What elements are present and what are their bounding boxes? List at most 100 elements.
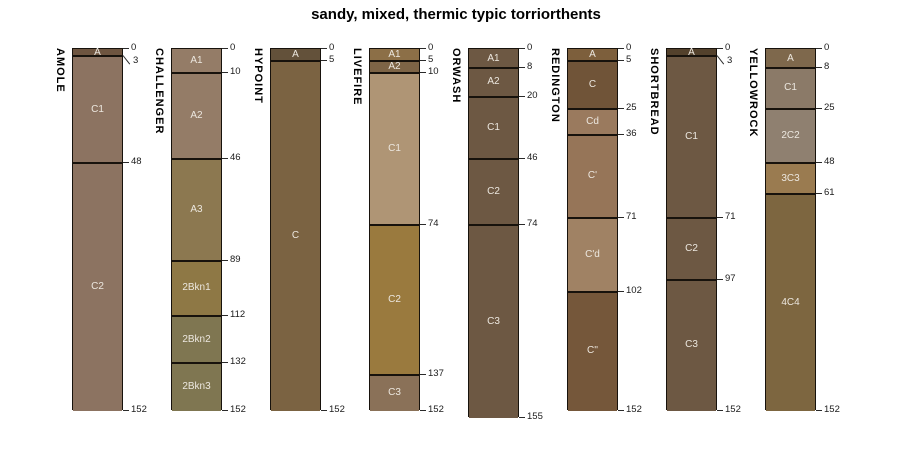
depth-tick-label: 152 [824, 404, 840, 415]
horizon-label: C2 [487, 185, 500, 197]
depth-tick-leader [321, 410, 327, 411]
depth-tick-leader [816, 48, 822, 49]
horizon-label: A1 [388, 48, 401, 60]
depth-tick-leader [816, 193, 822, 195]
depth-tick-label: 74 [527, 218, 538, 230]
horizon-label: A [688, 46, 695, 58]
depth-tick-label: 137 [428, 368, 444, 380]
depth-tick-leader [420, 48, 426, 49]
horizon-boundary [469, 224, 518, 227]
depth-tick-label: 5 [626, 53, 632, 65]
horizon-boundary [73, 55, 122, 58]
horizon-label: C [291, 229, 300, 241]
horizon-layer: A3 [172, 158, 221, 261]
depth-tick-leader [717, 410, 723, 411]
horizon-layer: A [271, 49, 320, 61]
horizon-label: C'' [586, 345, 599, 357]
profile-column-shortbread: A C1 C2 C3 [666, 46, 717, 411]
horizon-boundary [370, 224, 419, 227]
depth-tick-label: 102 [626, 284, 642, 296]
depth-tick-leader [222, 362, 228, 364]
depth-tick-label: 155 [527, 411, 543, 423]
depth-tick-label: 25 [824, 101, 835, 113]
depth-tick-label: 152 [626, 404, 642, 415]
horizon-boundary [271, 59, 320, 62]
depth-tick-label: 46 [230, 151, 241, 163]
horizon-layer: C [271, 60, 320, 411]
depth-tick-leader [222, 157, 228, 159]
horizon-label: A [292, 48, 299, 60]
horizon-layer: A1 [172, 49, 221, 73]
profile-column-yellowrock: A C1 2C2 3C3 4C4 [765, 48, 816, 411]
depth-tick-leader [420, 224, 426, 226]
horizon-boundary [172, 157, 221, 160]
horizon-boundary [172, 362, 221, 365]
depth-tick-leader [816, 67, 822, 69]
depth-tick-label: 5 [428, 53, 434, 65]
horizon-label: C1 [784, 82, 797, 94]
horizon-label: A2 [487, 76, 500, 88]
horizon-layer: C1 [667, 56, 716, 219]
depth-tick-leader [222, 259, 228, 261]
profile-name-yellowrock: YELLOWROCK [747, 48, 759, 138]
profile-column-challenger: A1 A2 A3 2Bkn1 2Bkn2 2Bkn3 [171, 48, 222, 411]
horizon-label: 2Bkn1 [182, 282, 211, 294]
depth-tick-leader [618, 107, 624, 109]
depth-tick-leader [123, 410, 129, 411]
horizon-boundary [469, 95, 518, 98]
horizon-layer: A1 [370, 49, 419, 61]
horizon-layer: A2 [370, 60, 419, 73]
horizon-boundary [370, 71, 419, 74]
depth-tick-label: 46 [527, 151, 538, 163]
depth-tick-label: 0 [527, 42, 533, 53]
depth-tick-label: 71 [725, 211, 736, 223]
horizon-label: C1 [685, 131, 698, 143]
depth-tick-label: 132 [230, 356, 246, 368]
horizon-layer: C3 [469, 225, 518, 419]
horizon-boundary [370, 59, 419, 62]
depth-tick-leader [618, 133, 624, 135]
depth-tick-label: 152 [230, 404, 246, 415]
profile-name-orwash: ORWASH [450, 48, 462, 104]
depth-tick-leader [321, 48, 327, 49]
depth-tick-leader [519, 157, 525, 159]
horizon-label: C1 [487, 121, 500, 133]
horizon-layer: A [568, 49, 617, 61]
depth-tick-leader [222, 314, 228, 316]
horizon-label: C3 [388, 387, 401, 399]
horizon-boundary [766, 107, 815, 110]
horizon-label: A1 [190, 54, 203, 66]
horizon-label: 2C2 [781, 129, 800, 141]
depth-tick-leader [717, 279, 723, 280]
profile-name-challenger: CHALLENGER [153, 48, 165, 135]
horizon-layer: C3 [370, 375, 419, 411]
horizon-layer: A1 [469, 49, 518, 69]
depth-tick-leader [420, 410, 426, 411]
horizon-label: C3 [685, 339, 698, 351]
horizon-label: C1 [91, 103, 104, 115]
horizon-label: Cd [586, 115, 599, 127]
horizon-boundary [172, 71, 221, 74]
horizon-layer: A [766, 49, 815, 69]
depth-tick-leader [122, 55, 131, 65]
horizon-layer: C1 [370, 72, 419, 226]
figure-title: sandy, mixed, thermic typic torriorthent… [311, 6, 601, 23]
profile-name-redington: REDINGTON [549, 48, 561, 123]
horizon-label: 3C3 [781, 172, 800, 184]
horizon-boundary [766, 162, 815, 165]
depth-tick-label: 0 [824, 42, 830, 53]
horizon-layer: C1 [73, 56, 122, 164]
horizon-label: C [588, 78, 597, 90]
horizon-layer: C1 [469, 96, 518, 159]
horizon-label: A1 [487, 52, 500, 64]
depth-tick-label: 8 [527, 61, 533, 73]
profile-column-amole: A C1 C2 [72, 47, 123, 411]
horizon-label: C' [587, 170, 598, 182]
horizon-layer: A [73, 47, 122, 57]
depth-tick-label: 25 [626, 101, 637, 113]
depth-tick-label: 152 [131, 404, 147, 415]
horizon-label: A2 [190, 109, 203, 121]
profile-name-livefire: LIVEFIRE [351, 48, 363, 106]
horizon-layer: 2Bkn3 [172, 363, 221, 411]
